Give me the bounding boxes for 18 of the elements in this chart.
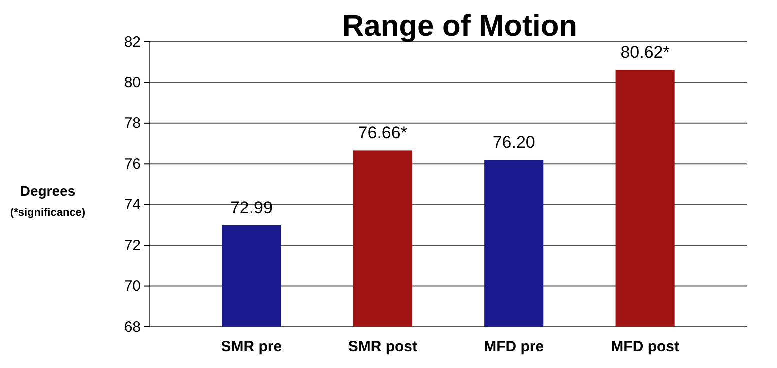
data-label: 76.66* [358, 124, 408, 143]
y-tick-label: 82 [124, 34, 141, 51]
x-tick-label: MFD post [611, 338, 680, 356]
y-tick-label: 74 [124, 196, 141, 214]
y-tick-label: 78 [124, 115, 141, 132]
text: (*significance) [10, 207, 86, 219]
x-tick-label: SMR pre [221, 338, 282, 356]
x-tick-label: SMR post [348, 338, 418, 356]
y-tick-label: 76 [124, 156, 141, 173]
y-axis-title: Degrees [20, 183, 76, 199]
y-tick-label: 68 [124, 318, 141, 336]
chart-title: Range of Motion [342, 10, 578, 43]
y-tick-label: 72 [124, 237, 141, 254]
data-label: 76.20 [492, 133, 536, 152]
x-tick-label: MFD pre [484, 338, 544, 356]
y-tick-label: 80 [124, 74, 141, 92]
data-label: 80.62* [620, 43, 670, 62]
y-tick-label: 70 [124, 278, 141, 296]
